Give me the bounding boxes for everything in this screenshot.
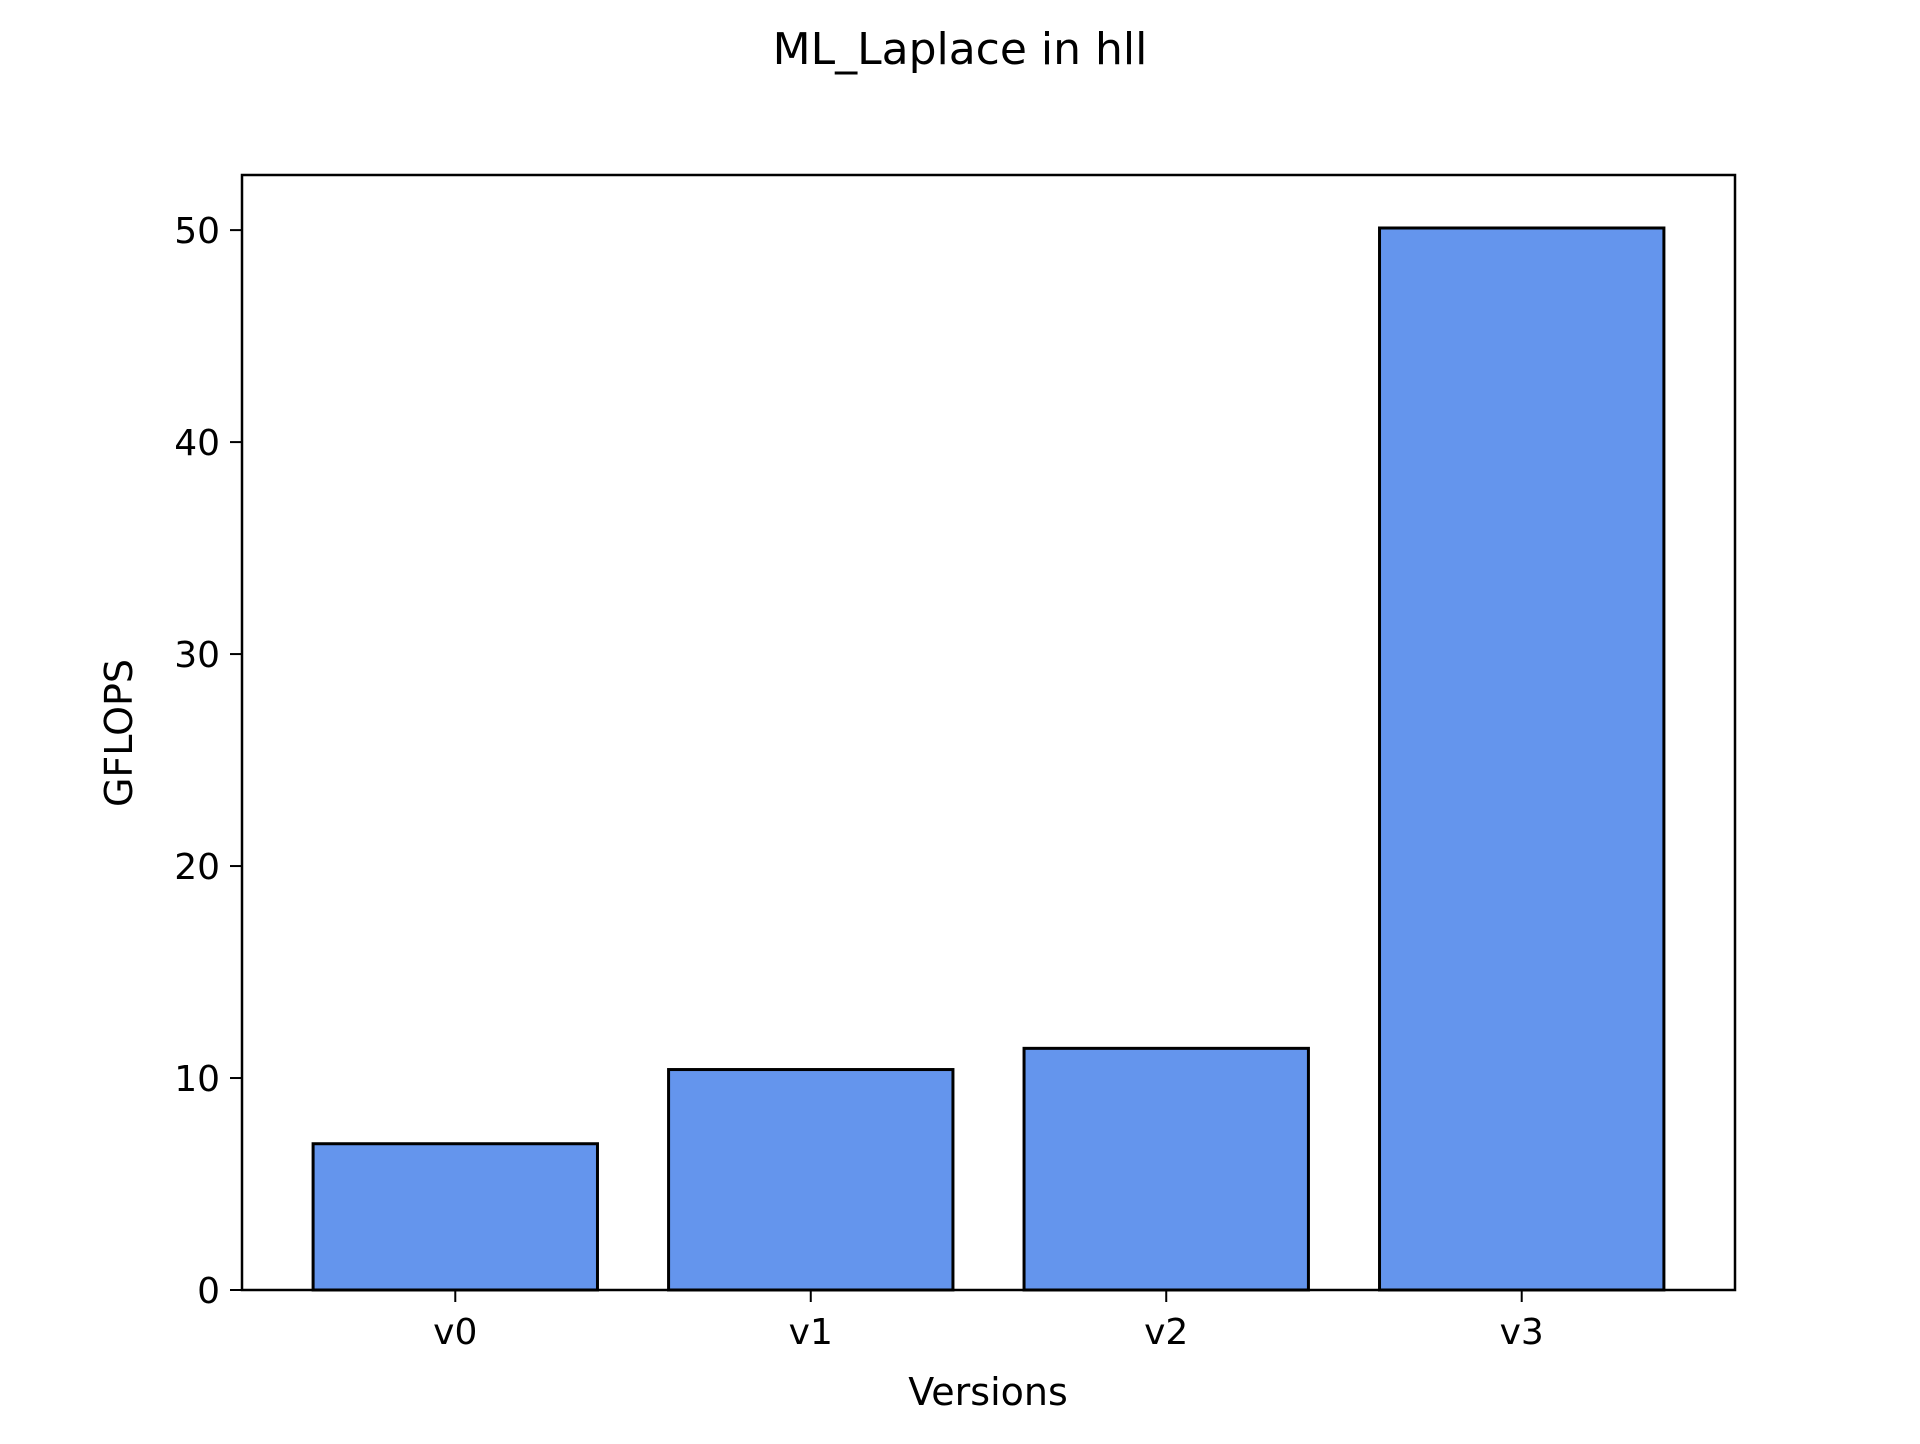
y-axis: 0 10 20 30 40 50 (174, 211, 242, 1312)
x-axis-label: Versions (908, 1370, 1068, 1414)
x-tick-label-v1: v1 (789, 1312, 833, 1353)
chart-title: ML_Laplace in hll (773, 24, 1148, 75)
bars-layer (311, 226, 1666, 1292)
y-tick-label-30: 30 (174, 635, 220, 676)
bar-v2 (1022, 1046, 1310, 1292)
x-tick-label-v0: v0 (433, 1312, 477, 1353)
bar-v1 (667, 1068, 955, 1292)
x-tick-label-v3: v3 (1500, 1312, 1544, 1353)
y-tick-label-0: 0 (197, 1271, 220, 1312)
x-axis: v0 v1 v2 v3 (433, 1290, 1544, 1353)
y-tick-label-40: 40 (174, 423, 220, 464)
axes-frame (240, 173, 1737, 1292)
x-tick-label-v2: v2 (1144, 1312, 1188, 1353)
y-tick-label-50: 50 (174, 211, 220, 252)
bar-v3 (1378, 226, 1666, 1292)
bar-v0 (311, 1142, 599, 1292)
y-tick-label-20: 20 (174, 847, 220, 888)
y-tick-label-10: 10 (174, 1059, 220, 1100)
y-axis-label: GFLOPS (97, 659, 141, 807)
